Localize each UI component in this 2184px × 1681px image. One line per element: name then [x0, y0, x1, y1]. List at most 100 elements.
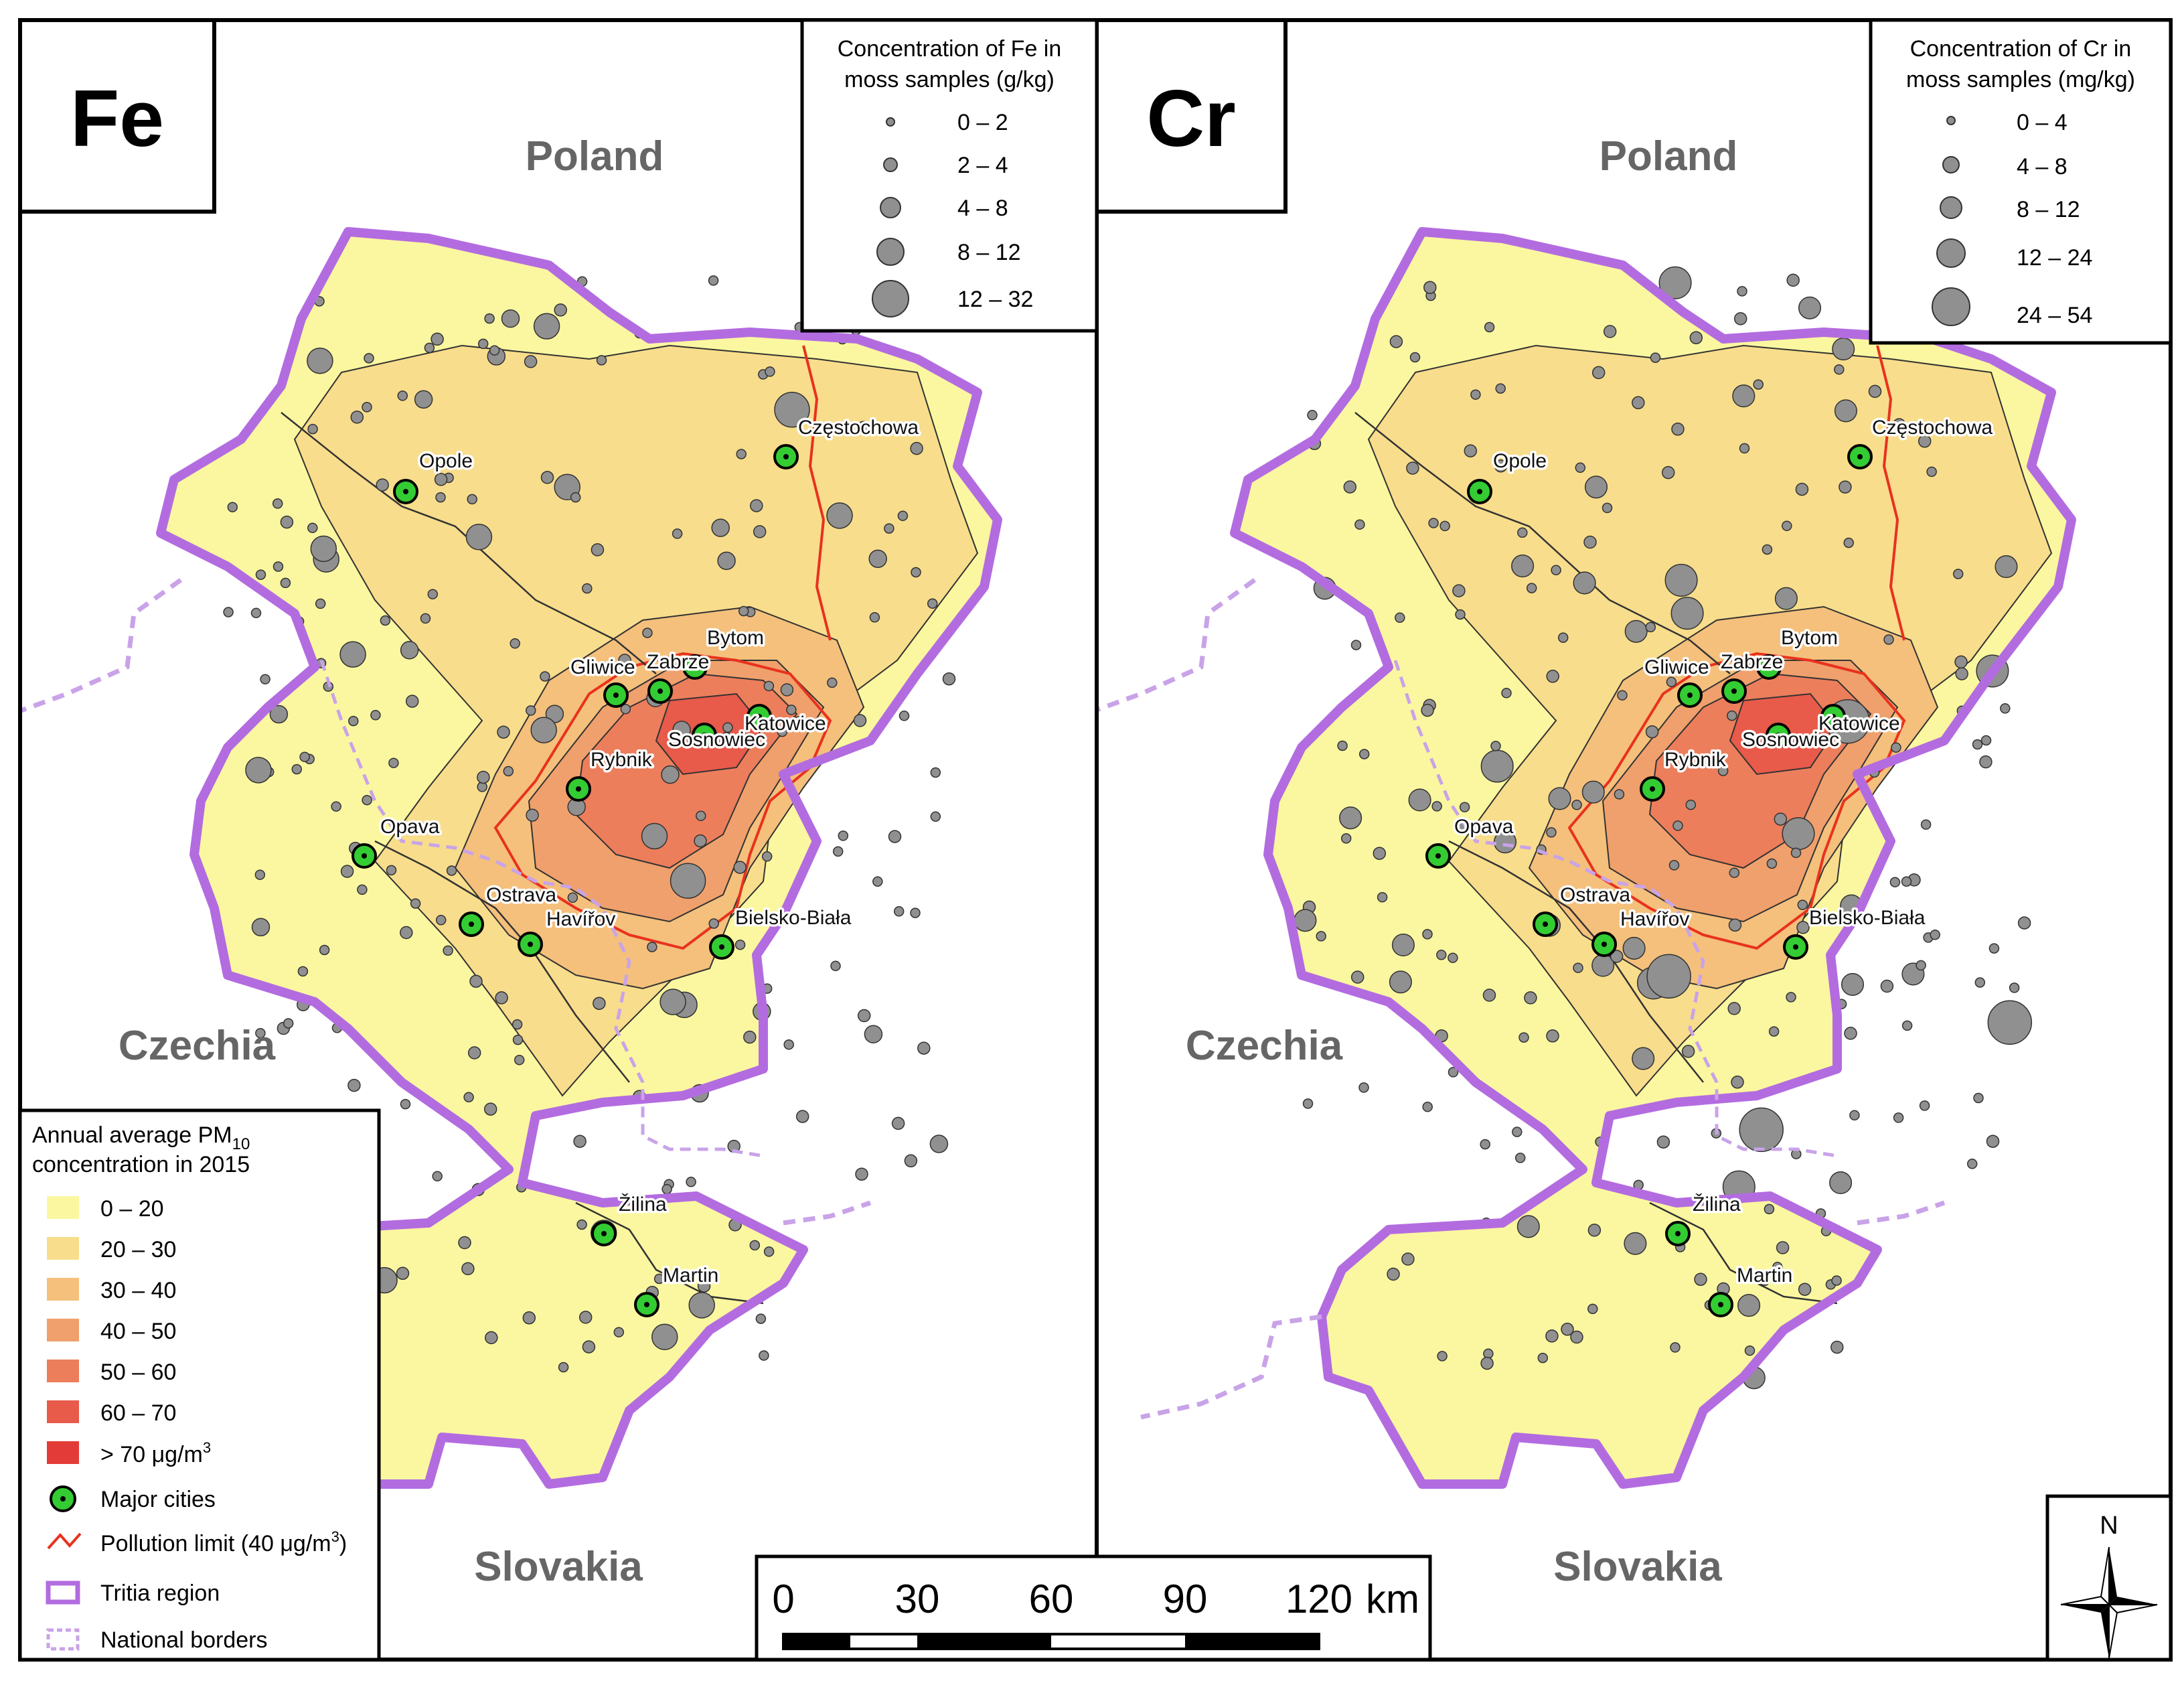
- pm-swatch: [47, 1237, 79, 1260]
- size-class-symbol: [880, 197, 901, 218]
- size-class-symbol: [1940, 196, 1962, 219]
- moss-sample-dot: [533, 313, 560, 340]
- moss-sample-dot: [1395, 612, 1405, 624]
- city-label: Gliwice: [570, 656, 635, 678]
- moss-sample-dot: [786, 705, 797, 715]
- moss-sample-dot: [331, 801, 341, 812]
- moss-sample-dot: [1774, 587, 1798, 610]
- moss-sample-dot: [1831, 1275, 1842, 1286]
- moss-sample-dot: [1575, 462, 1586, 473]
- moss-sample-dot: [1557, 632, 1569, 643]
- moss-sample-dot: [1668, 860, 1680, 871]
- moss-sample-dot: [427, 589, 439, 599]
- moss-sample-dot: [526, 705, 536, 716]
- moss-sample-dot: [431, 332, 444, 346]
- moss-sample-dot: [774, 392, 810, 428]
- moss-sample-dot: [1480, 1356, 1494, 1370]
- moss-sample-dot: [1377, 891, 1388, 903]
- moss-sample-dot: [307, 347, 333, 374]
- moss-sample-dot: [467, 1046, 481, 1059]
- moss-sample-dot: [711, 518, 730, 537]
- city-label: Sosnowiec: [1742, 729, 1839, 751]
- city-label: Gliwice: [1644, 656, 1709, 678]
- moss-sample-dot: [1373, 847, 1387, 860]
- moss-sample-dot: [893, 906, 905, 917]
- moss-sample-dot: [1650, 352, 1661, 363]
- pm-class-label: 50 – 60: [100, 1360, 176, 1385]
- pollution-limit-line: [493, 652, 832, 950]
- title-box-fe: Fe: [18, 18, 216, 214]
- moss-sample-dot: [1664, 563, 1698, 597]
- moss-sample-dot: [1832, 338, 1855, 361]
- scale-segment: [783, 1634, 850, 1649]
- moss-sample-dot: [1891, 742, 1901, 753]
- moss-sample-dot: [380, 615, 391, 626]
- moss-sample-dot: [1421, 703, 1434, 717]
- size-class-label: 12 – 32: [957, 287, 1033, 312]
- moss-sample-dot: [1517, 527, 1528, 538]
- moss-sample-dot: [280, 577, 291, 589]
- legend-major-cities: Major cities: [100, 1487, 216, 1512]
- moss-sample-dot: [1470, 389, 1481, 400]
- size-class-label: 8 – 12: [957, 240, 1021, 265]
- moss-sample-dot: [1901, 876, 1912, 887]
- moss-sample-dot: [497, 725, 510, 739]
- scale-segment: [1185, 1634, 1319, 1649]
- moss-sample-dot: [1739, 1107, 1784, 1153]
- moss-sample-dot: [857, 1009, 871, 1023]
- moss-sample-dot: [838, 830, 849, 841]
- moss-sample-dot: [1614, 789, 1625, 800]
- moss-sample-dot: [759, 1350, 769, 1361]
- moss-sample-dot: [362, 794, 372, 806]
- legend-tritia-region: Tritia region: [100, 1581, 220, 1606]
- moss-sample-dot: [1548, 787, 1571, 810]
- country-label-slovakia: Slovakia: [1553, 1544, 1722, 1590]
- moss-sample-dot: [512, 1019, 523, 1030]
- moss-sample-dot: [443, 945, 453, 956]
- moss-sample-dot: [1880, 979, 1894, 993]
- moss-sample-dot: [1731, 1076, 1744, 1089]
- size-class-symbol: [1946, 116, 1956, 125]
- pm-legend-title-line2: concentration in 2015: [32, 1152, 250, 1177]
- moss-sample-dot: [280, 515, 294, 529]
- pm-class-list: 0 – 20 20 – 30 30 – 40 40 – 50 50 – 60 60 – 7…: [47, 1196, 176, 1426]
- city-label: Opava: [380, 816, 440, 838]
- moss-sample-dot: [1518, 1032, 1529, 1043]
- moss-sample-dot: [897, 510, 909, 521]
- moss-sample-dot: [1437, 1351, 1448, 1362]
- moss-sample-dot: [672, 721, 691, 739]
- city-markers: Częstochowa Opole Bytom Gliwice Zabrze Katowi…: [352, 415, 921, 1317]
- moss-sample-dot: [469, 974, 483, 988]
- moss-sample-dot: [642, 628, 653, 638]
- moss-sample-dot: [1670, 1342, 1681, 1353]
- city-label: Havířov: [1620, 908, 1689, 930]
- moss-sample-dot: [2017, 916, 2031, 930]
- moss-sample-dot: [461, 1262, 475, 1276]
- moss-sample-dot: [1610, 950, 1624, 963]
- moss-sample-dot: [339, 641, 366, 668]
- moss-sample-dot: [578, 1311, 593, 1324]
- moss-sample-dot: [749, 1240, 761, 1251]
- moss-sample-dot: [512, 1034, 524, 1045]
- moss-sample-dot: [1431, 801, 1442, 812]
- city-marker-dot: [528, 942, 533, 947]
- scale-tick-label: 30: [895, 1577, 940, 1621]
- moss-sample-dot: [1294, 909, 1317, 932]
- moss-sample-dot: [1973, 1092, 1984, 1104]
- moss-sample-dot: [888, 830, 902, 843]
- moss-sample-dot: [1790, 847, 1802, 859]
- country-label-poland: Poland: [1600, 133, 1738, 179]
- city-label: Zabrze: [647, 651, 709, 673]
- moss-sample-dot: [1841, 972, 1865, 996]
- moss-sample-dot: [501, 309, 520, 328]
- moss-sample-dot: [1685, 799, 1697, 810]
- country-label-czechia: Czechia: [1186, 1023, 1343, 1069]
- size-class-label: 2 – 4: [957, 153, 1008, 178]
- city-label: Zabrze: [1721, 651, 1783, 673]
- moss-sample-dot: [1671, 423, 1685, 436]
- moss-sample-dot: [1570, 1330, 1583, 1344]
- moss-sample-dot: [708, 275, 719, 286]
- moss-sample-dot: [591, 543, 605, 557]
- moss-sample-dot: [540, 671, 550, 682]
- moss-sample-dot: [891, 1116, 905, 1130]
